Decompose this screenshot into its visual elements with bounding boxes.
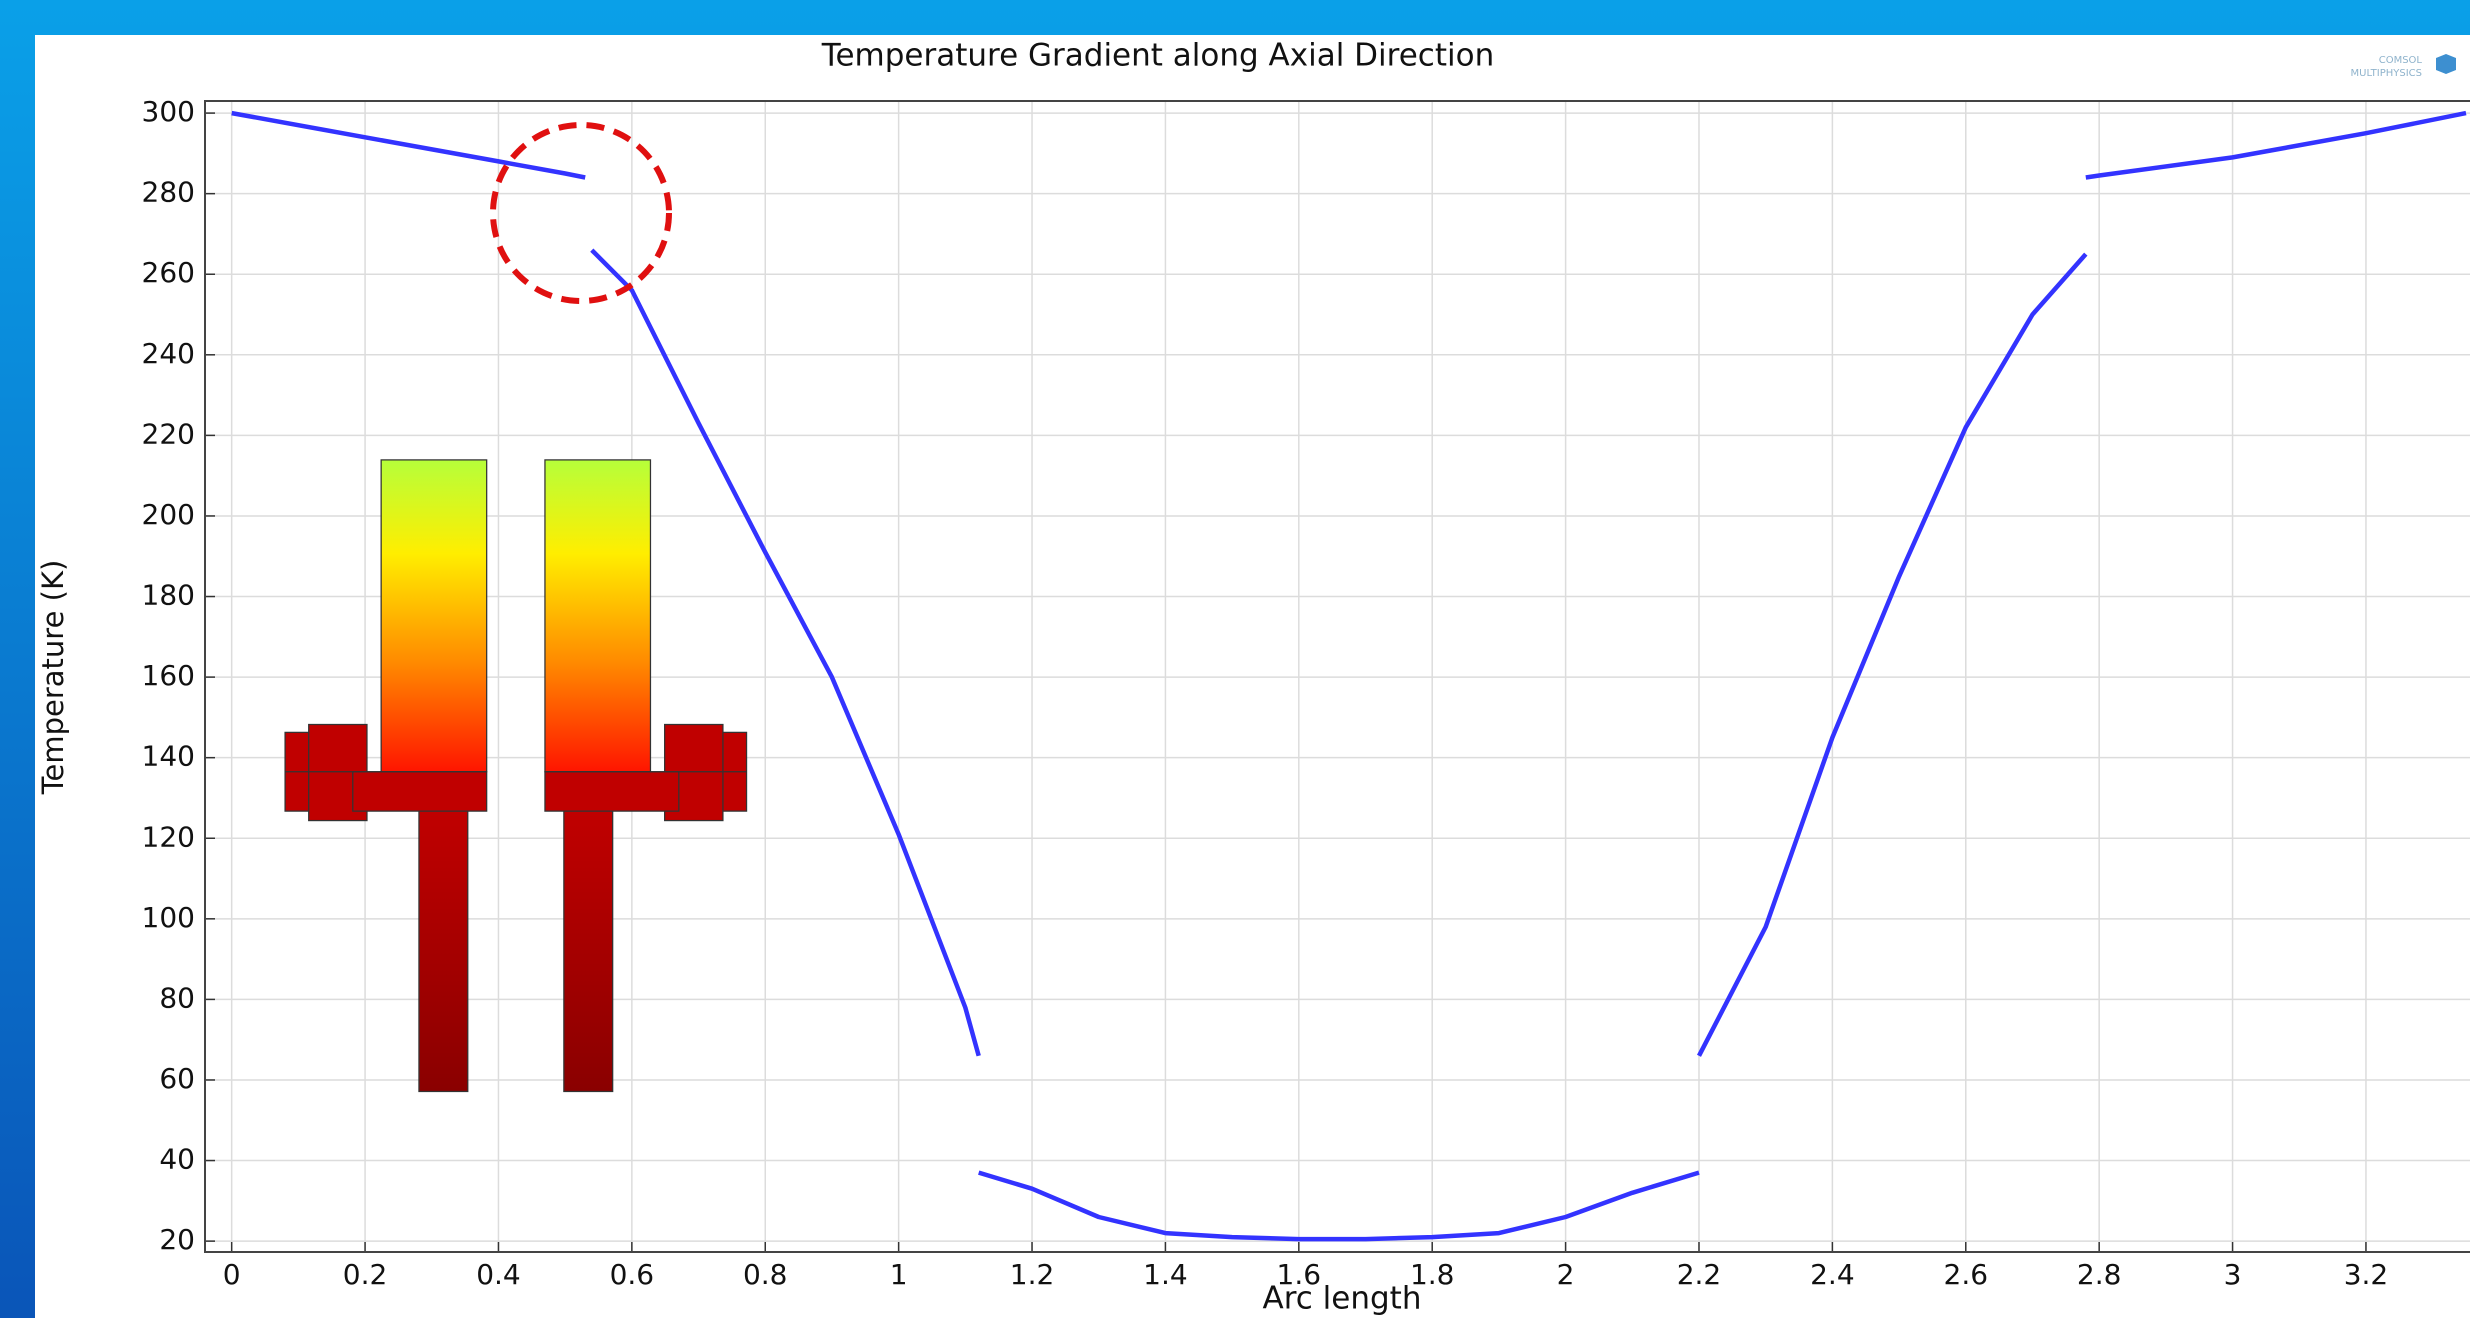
logo-text: MULTIPHYSICS: [2351, 68, 2422, 79]
x-tick-label: 0.2: [343, 1258, 388, 1291]
x-tick-label: 0.8: [743, 1258, 788, 1291]
chart-title: Temperature Gradient along Axial Directi…: [821, 38, 1494, 74]
y-tick-label: 200: [142, 498, 195, 531]
x-tick-label: 1: [890, 1258, 908, 1291]
x-tick-label: 2.6: [1944, 1258, 1989, 1291]
x-tick-label: 0.4: [476, 1258, 521, 1291]
x-tick-label: 2: [1557, 1258, 1575, 1291]
y-tick-label: 100: [142, 901, 195, 934]
y-tick-label: 60: [159, 1062, 195, 1095]
x-tick-label: 1.4: [1143, 1258, 1188, 1291]
y-tick-label: 280: [142, 176, 195, 209]
y-tick-label: 120: [142, 820, 195, 853]
y-tick-label: 40: [159, 1143, 195, 1176]
y-tick-label: 220: [142, 417, 195, 450]
y-tick-label: 180: [142, 579, 195, 612]
logo-text: COMSOL: [2379, 55, 2423, 66]
y-axis-label: Temperature (K): [36, 560, 70, 796]
x-tick-label: 3.2: [2344, 1258, 2389, 1291]
y-tick-label: 160: [142, 659, 195, 692]
y-tick-label: 80: [159, 981, 195, 1014]
y-tick-label: 300: [142, 95, 195, 128]
y-tick-label: 260: [142, 256, 195, 289]
x-tick-label: 0: [223, 1258, 241, 1291]
x-axis-label: Arc length: [1263, 1281, 1422, 1317]
y-tick-label: 20: [159, 1223, 195, 1256]
logo-icon: [2436, 54, 2456, 74]
x-tick-label: 1.2: [1010, 1258, 1055, 1291]
x-tick-label: 2.4: [1810, 1258, 1855, 1291]
y-tick-label: 240: [142, 337, 195, 370]
x-tick-label: 2.2: [1677, 1258, 1722, 1291]
screen: 00.20.40.60.811.21.41.61.822.22.42.62.83…: [0, 0, 2470, 1318]
x-tick-label: 0.6: [610, 1258, 655, 1291]
x-tick-label: 2.8: [2077, 1258, 2122, 1291]
y-tick-label: 140: [142, 740, 195, 773]
x-tick-label: 3: [2224, 1258, 2242, 1291]
